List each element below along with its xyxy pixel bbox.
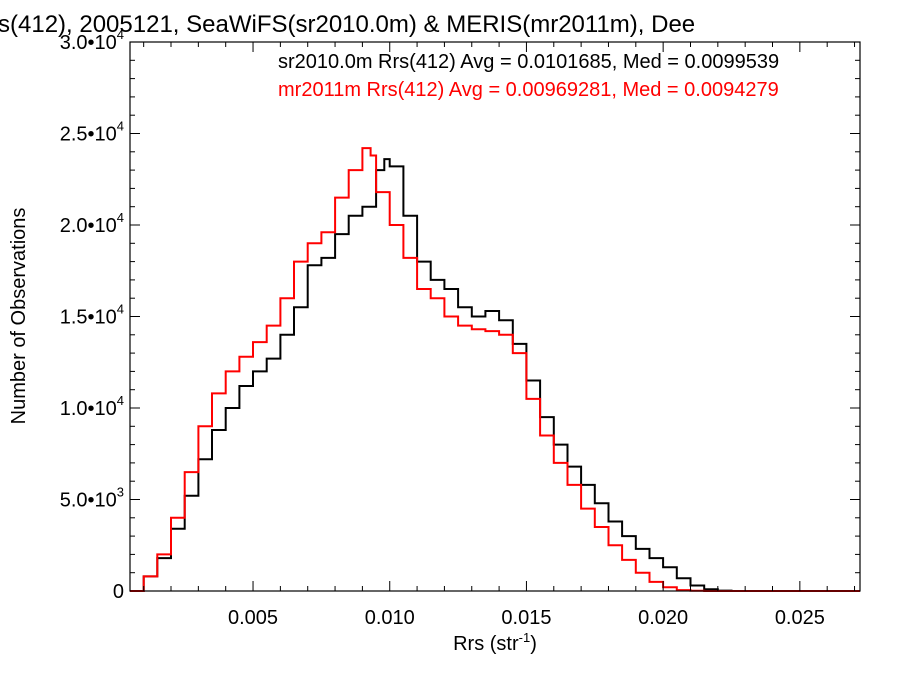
y-tick-label: 0 <box>113 581 124 603</box>
x-tick-label: 0.010 <box>365 607 415 629</box>
x-tick-label: 0.015 <box>501 607 551 629</box>
y-tick-exponent: 4 <box>117 27 124 42</box>
series-line-0 <box>130 158 860 592</box>
x-tick-label: 0.005 <box>228 607 278 629</box>
y-tick-label: 1.0•104 <box>60 393 124 420</box>
x-tick-label: 0.020 <box>638 607 688 629</box>
y-tick-label: 3.0•104 <box>60 27 124 54</box>
y-tick-mantissa: 3.0•10 <box>60 32 117 54</box>
y-tick-exponent: 4 <box>117 393 124 408</box>
x-axis: 0.005 0.010 0.015 0.020 0.025 <box>143 42 856 629</box>
y-tick-mantissa: 2.0•10 <box>60 215 117 237</box>
y-tick-exponent: 4 <box>117 210 124 225</box>
plot-frame <box>129 41 861 592</box>
y-tick-label: 1.5•104 <box>60 302 124 329</box>
x-axis-label: Rrs (str-1) <box>453 630 537 655</box>
y-tick-mantissa: 1.0•10 <box>60 398 117 420</box>
x-axis-label-close: ) <box>530 633 537 655</box>
x-axis-label-exponent: -1 <box>519 630 531 645</box>
series-line-1 <box>130 147 860 592</box>
y-tick-label: 5.0•103 <box>60 485 124 512</box>
y-axis-label: Number of Observations <box>8 208 30 425</box>
y-tick-label: 2.0•104 <box>60 210 124 237</box>
y-tick-exponent: 4 <box>117 302 124 317</box>
annotation-mr2011-stats: mr2011m Rrs(412) Avg = 0.00969281, Med =… <box>278 79 779 101</box>
y-tick-mantissa: 1.5•10 <box>60 307 117 329</box>
x-axis-label-text: Rrs (str <box>453 633 519 655</box>
y-axis: 05.0•1031.0•1041.5•1042.0•1042.5•1043.0•… <box>60 27 860 603</box>
y-tick-exponent: 3 <box>117 485 124 500</box>
x-tick-label: 0.025 <box>775 607 825 629</box>
y-tick-label: 2.5•104 <box>60 119 124 146</box>
chart-title: s(412), 2005121, SeaWiFS(sr2010.0m) & ME… <box>0 11 695 38</box>
annotation-sr2010-stats: sr2010.0m Rrs(412) Avg = 0.0101685, Med … <box>278 51 779 73</box>
series-layer <box>130 147 860 592</box>
y-tick-mantissa: 5.0•10 <box>60 490 117 512</box>
y-tick-mantissa: 0 <box>113 581 124 603</box>
y-tick-exponent: 4 <box>117 119 124 134</box>
y-tick-mantissa: 2.5•10 <box>60 124 117 146</box>
